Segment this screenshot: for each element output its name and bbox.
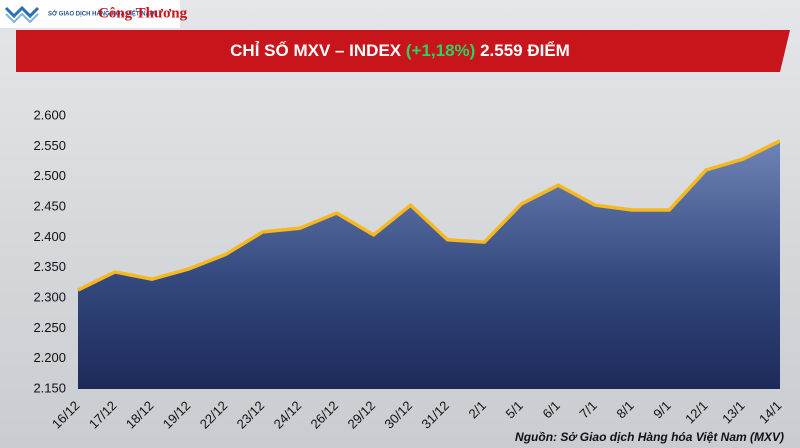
value-label: 2.559 ĐIỂM bbox=[480, 41, 570, 60]
logo-icon bbox=[4, 5, 40, 24]
y-tick-label: 2.150 bbox=[33, 380, 66, 395]
y-tick-label: 2.500 bbox=[33, 168, 66, 183]
title-text: CHỈ SỐ MXV – INDEX bbox=[230, 40, 402, 60]
change-label: (+1,18%) bbox=[406, 41, 475, 60]
y-tick-label: 2.200 bbox=[33, 350, 66, 365]
chart-title: CHỈ SỐ MXV – INDEX (+1,18%) 2.559 ĐIỂM bbox=[230, 40, 570, 60]
y-tick-label: 2.300 bbox=[33, 289, 66, 304]
title-banner bbox=[16, 30, 790, 72]
area-fill bbox=[78, 140, 780, 389]
logo-text: SỞ GIAO DỊCH HÀNG HÓA VIỆT NAM bbox=[48, 10, 155, 18]
y-tick-label: 2.250 bbox=[33, 320, 66, 335]
y-tick-label: 2.400 bbox=[33, 229, 66, 244]
brand: Công Thương bbox=[98, 5, 188, 21]
y-tick-label: 2.550 bbox=[33, 138, 66, 153]
y-tick-label: 2.350 bbox=[33, 259, 66, 274]
source: Nguồn: Sở Giao dịch Hàng hóa Việt Nam (M… bbox=[515, 430, 784, 444]
line bbox=[77, 139, 781, 292]
y-tick-label: 2.450 bbox=[33, 198, 66, 213]
y-tick-label: 2.600 bbox=[33, 107, 66, 122]
